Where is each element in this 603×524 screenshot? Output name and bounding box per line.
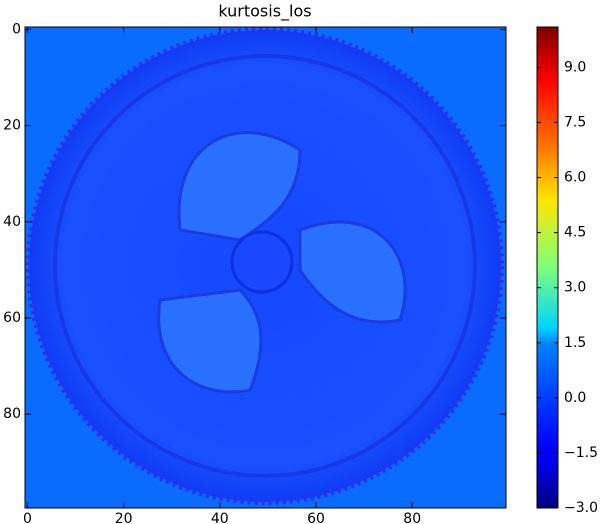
colorbar-tick-label: 0.0 — [564, 390, 586, 406]
y-tick-label: 40 — [3, 214, 21, 230]
x-tick-label: 0 — [23, 511, 32, 524]
x-tick-label: 20 — [115, 511, 133, 524]
ring — [53, 54, 477, 478]
colorbar-tick-label: −1.5 — [564, 445, 598, 461]
x-tick-label: 80 — [403, 511, 421, 524]
colorbar-tick-label: 4.5 — [564, 225, 586, 241]
petal — [298, 220, 407, 324]
petal — [177, 131, 302, 242]
y-tick-label: 80 — [3, 406, 21, 422]
petals — [157, 131, 407, 394]
colorbar-tick-label: 9.0 — [564, 59, 586, 75]
colorbar-tick-label: 3.0 — [564, 280, 586, 296]
chart-title: kurtosis_los — [218, 2, 311, 22]
colorbar-tick-label: 1.5 — [564, 335, 586, 351]
colorbar-tick-label: 7.5 — [564, 114, 586, 130]
plot-frame — [24, 26, 507, 509]
y-tick-label: 60 — [3, 310, 21, 326]
center — [230, 230, 294, 294]
petal — [157, 288, 263, 394]
y-tick-label: 20 — [3, 118, 21, 134]
y-tick-label: 0 — [12, 21, 21, 37]
colorbar — [536, 26, 559, 509]
heatmap-image — [25, 27, 506, 508]
x-tick-label: 40 — [211, 511, 229, 524]
colorbar-tick-label: −3.0 — [564, 500, 598, 516]
colorbar-tick-label: 6.0 — [564, 170, 586, 186]
x-tick-label: 60 — [307, 511, 325, 524]
